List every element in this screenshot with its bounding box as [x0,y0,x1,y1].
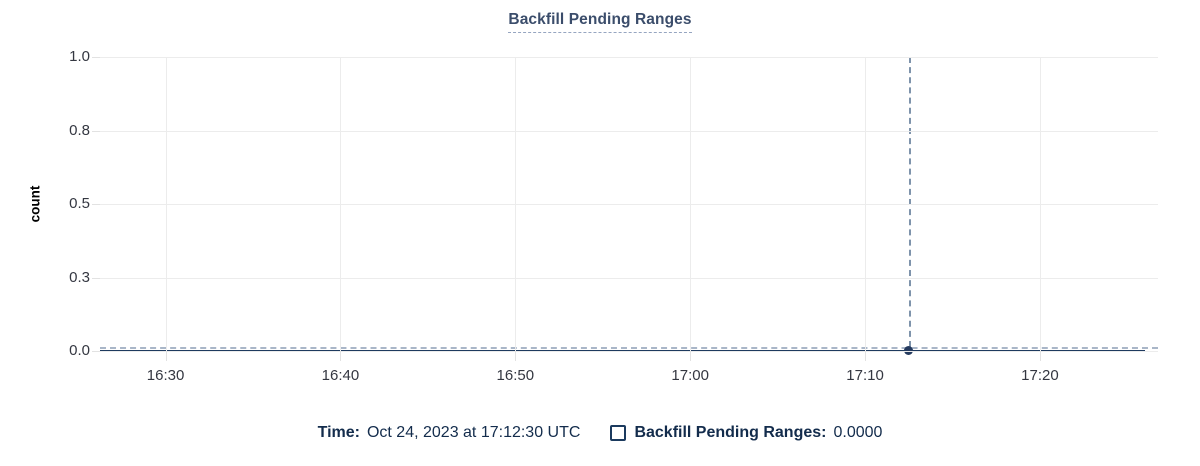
y-gridline [100,351,1158,352]
y-gridline [100,57,1158,58]
x-tick-label: 16:50 [496,367,535,384]
x-tick-label: 16:40 [321,367,360,384]
x-tick-mark [515,351,517,361]
y-tick-mark [92,130,100,132]
x-gridline [1039,57,1041,351]
y-tick-label: 0.0 [69,342,90,359]
x-tick-mark [690,351,692,361]
y-tick-mark [92,351,100,352]
legend-item-backfill-pending-ranges[interactable]: Backfill Pending Ranges: 0.0000 [610,423,882,443]
legend: Time: Oct 24, 2023 at 17:12:30 UTC Backf… [0,423,1200,443]
crosshair-horizontal-line [100,347,1158,349]
y-gridline [100,204,1158,205]
y-gridline [100,130,1158,132]
x-tick-mark [165,351,167,361]
y-tick-label: 0.5 [69,195,90,212]
y-tick-mark [92,277,100,279]
legend-time-value: Oct 24, 2023 at 17:12:30 UTC [366,424,581,441]
legend-time-group: Time: Oct 24, 2023 at 17:12:30 UTC [318,423,581,443]
y-tick-label: 0.8 [69,121,90,139]
x-tick-label: 17:00 [671,367,709,384]
y-gridline [100,277,1158,279]
x-tick-label: 17:10 [846,367,884,384]
y-tick-mark [92,204,100,205]
y-tick-label: 1.0 [69,48,90,65]
legend-time-label: Time: [317,424,360,441]
x-gridline [690,57,692,351]
x-gridline [515,57,517,351]
x-gridline [165,57,167,351]
y-tick-label: 0.3 [69,268,90,286]
x-tick-mark [340,351,342,361]
x-tick-label: 17:20 [1021,367,1059,384]
x-gridline [340,57,342,351]
y-tick-mark [92,57,100,58]
chart-title[interactable]: Backfill Pending Ranges [508,11,692,33]
legend-checkbox[interactable] [610,425,627,441]
x-tick-mark [1039,351,1041,361]
x-tick-label: 16:30 [146,367,185,384]
x-tick-mark [865,351,867,361]
highlighted-point [904,346,914,355]
legend-series-label: Backfill Pending Ranges: [634,424,827,441]
crosshair-vertical-line [908,57,911,347]
legend-series-value: 0.0000 [833,424,883,441]
x-gridline [865,57,867,351]
chart-title-row: Backfill Pending Ranges [0,11,1200,33]
plot-area[interactable] [92,57,1158,361]
